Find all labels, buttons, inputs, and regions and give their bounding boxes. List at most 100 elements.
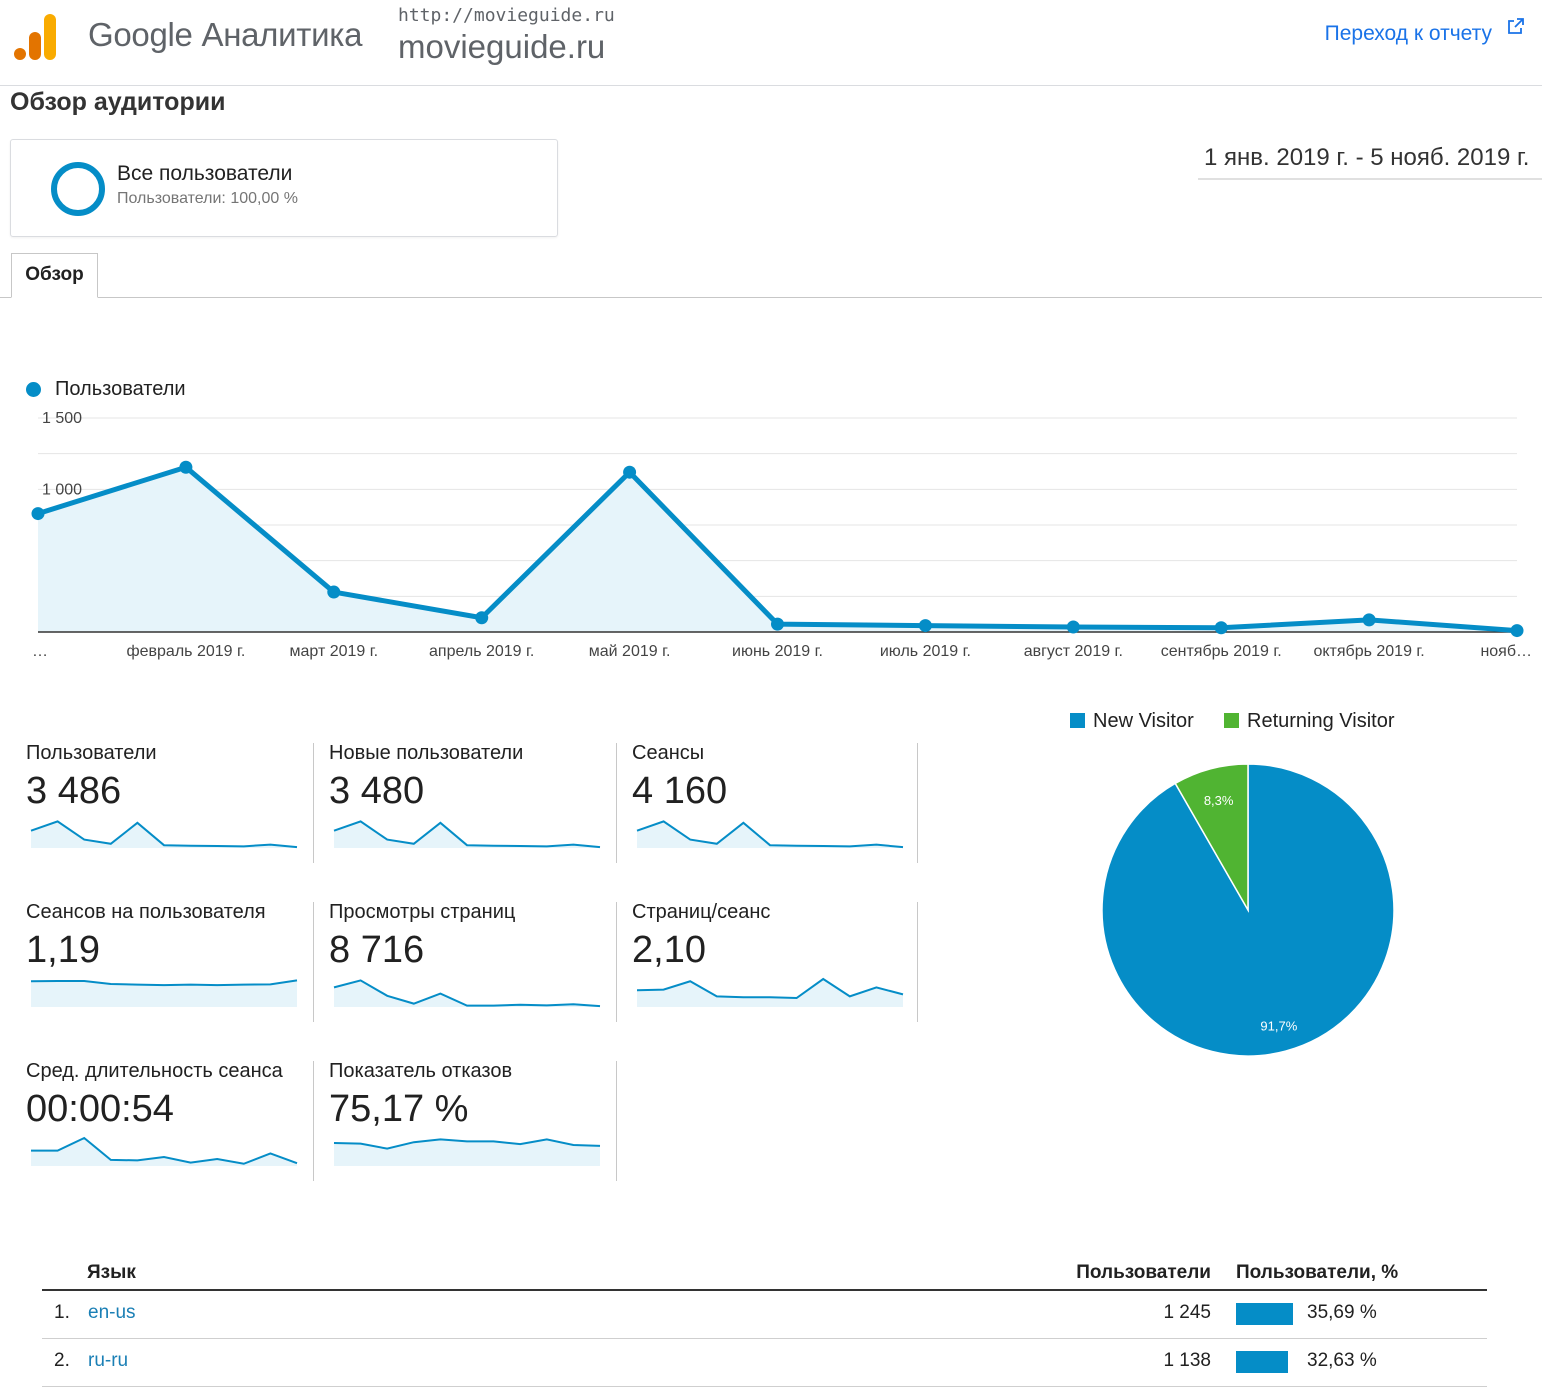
- x-tick-label: март 2019 г.: [290, 643, 379, 660]
- x-tick-label: июнь 2019 г.: [732, 643, 823, 660]
- table-row-divider: [42, 1338, 1487, 1339]
- chart-area-fill: [38, 467, 1517, 632]
- visitor-type-pie-chart: 91,7% 8,3%: [1101, 763, 1395, 1057]
- table-row-language-link[interactable]: en-us: [88, 1302, 136, 1323]
- site-url: http://movieguide.ru: [398, 5, 615, 26]
- table-row-pct-label: 32,63 %: [1307, 1350, 1377, 1371]
- metric-sparkline: [333, 1138, 601, 1166]
- table-row-pct-bar: [1236, 1351, 1289, 1373]
- sparkline-line: [30, 979, 298, 987]
- sparkline-fill: [31, 980, 297, 1007]
- table-row-rank: 2.: [54, 1350, 70, 1371]
- metric-label: Просмотры страниц: [329, 901, 516, 923]
- metric-label: Страниц/сеанс: [632, 901, 771, 923]
- tab-overview[interactable]: Обзор: [11, 253, 98, 298]
- data-point: [1510, 624, 1524, 638]
- metric-card: Новые пользователи 3 480: [329, 742, 619, 864]
- metric-value: 1,19: [26, 929, 100, 971]
- metric-label: Пользователи: [26, 742, 157, 764]
- segment-ring-icon: [51, 162, 105, 216]
- x-tick-label: октябрь 2019 г.: [1313, 643, 1424, 660]
- metric-label: Показатель отказов: [329, 1060, 513, 1082]
- metric-sparkline: [31, 1136, 298, 1166]
- metric-sparkline: [333, 820, 601, 849]
- metric-value: 00:00:54: [26, 1088, 174, 1130]
- go-to-report-link[interactable]: Переход к отчету: [1324, 22, 1492, 45]
- segment-title: Все пользователи: [117, 162, 293, 185]
- pie-legend-new: New Visitor: [1070, 710, 1194, 733]
- data-point: [918, 619, 932, 633]
- table-header-language[interactable]: Язык: [87, 1262, 136, 1283]
- metric-value: 75,17 %: [329, 1088, 469, 1130]
- pie-legend-label-new: New Visitor: [1093, 710, 1194, 732]
- metric-label: Сеансы: [632, 742, 705, 764]
- metric-label: Новые пользователи: [329, 742, 524, 764]
- data-point: [179, 460, 193, 474]
- sparkline-fill: [334, 1139, 600, 1166]
- metric-separator: [917, 743, 918, 863]
- data-point: [1066, 620, 1080, 634]
- x-tick-label: сентябрь 2019 г.: [1161, 643, 1282, 660]
- metric-value: 4 160: [632, 770, 728, 812]
- segment-card[interactable]: Все пользователи Пользователи: 100,00 %: [10, 139, 558, 237]
- sparkline-fill: [334, 980, 600, 1007]
- pie-legend-swatch-returning: [1224, 713, 1239, 728]
- data-point: [31, 507, 45, 521]
- metric-separator: [313, 1061, 314, 1181]
- table-row-language-link[interactable]: ru-ru: [88, 1350, 129, 1371]
- x-tick-label: нояб…: [1480, 643, 1532, 660]
- metric-card: Просмотры страниц 8 716: [329, 901, 619, 1023]
- metric-card: Пользователи 3 486: [26, 742, 316, 864]
- x-tick-label: апрель 2019 г.: [429, 643, 534, 660]
- pie-legend-returning: Returning Visitor: [1224, 710, 1394, 733]
- table-header-users-pct[interactable]: Пользователи, %: [1236, 1262, 1399, 1283]
- x-tick-label: февраль 2019 г.: [126, 643, 245, 660]
- x-tick-label: август 2019 г.: [1024, 643, 1123, 660]
- table-row-rank: 1.: [54, 1302, 70, 1323]
- brand-name: Google Аналитика: [88, 16, 363, 53]
- metric-separator: [917, 902, 918, 1022]
- site-name: movieguide.ru: [398, 28, 606, 65]
- sparkline-line: [636, 820, 904, 849]
- metric-sparkline: [30, 979, 298, 1007]
- x-tick-label: …: [32, 643, 48, 660]
- external-link-icon[interactable]: [1508, 18, 1524, 34]
- x-tick-label: июль 2019 г.: [880, 643, 971, 660]
- legend-swatch-users: [26, 382, 41, 397]
- table-row-users: 1 245: [1163, 1302, 1211, 1323]
- x-tick-label: май 2019 г.: [589, 643, 671, 660]
- sparkline-fill: [31, 1138, 297, 1166]
- analytics-logo-icon: [14, 14, 56, 60]
- y-tick-label: 1 500: [42, 410, 82, 427]
- metric-card: Страниц/сеанс 2,10: [632, 901, 922, 1023]
- sparkline-line: [333, 1138, 601, 1150]
- table-header-users[interactable]: Пользователи: [1076, 1262, 1211, 1283]
- metric-card: Сеансы 4 160: [632, 742, 922, 864]
- data-point: [327, 585, 341, 599]
- data-point: [475, 611, 489, 625]
- metric-sparkline: [636, 820, 904, 849]
- metric-sparkline: [30, 820, 298, 849]
- table-header-rule: [42, 1289, 1487, 1291]
- sparkline-line: [636, 977, 904, 1000]
- pie-slice: [1174, 763, 1249, 913]
- metric-label: Сеансов на пользователя: [26, 901, 266, 923]
- sparkline-fill: [637, 979, 903, 1007]
- metric-value: 2,10: [632, 929, 706, 971]
- metric-separator: [616, 743, 617, 863]
- sparkline-line: [30, 820, 298, 849]
- tab-divider: [0, 297, 1542, 298]
- table-row-pct-bar: [1236, 1303, 1294, 1325]
- metric-sparkline: [636, 977, 904, 1007]
- data-point: [1214, 621, 1228, 635]
- metric-value: 3 486: [26, 770, 122, 812]
- sparkline-line: [333, 820, 601, 849]
- legend-label-users: Пользователи: [55, 378, 186, 400]
- date-range-picker[interactable]: 1 янв. 2019 г. - 5 нояб. 2019 г.: [1198, 144, 1542, 180]
- pie-data-label: 91,7%: [1260, 1019, 1297, 1034]
- metric-value: 3 480: [329, 770, 425, 812]
- metric-sparkline: [333, 979, 601, 1008]
- data-point: [1362, 613, 1376, 627]
- metric-card: Сеансов на пользователя 1,19: [26, 901, 316, 1023]
